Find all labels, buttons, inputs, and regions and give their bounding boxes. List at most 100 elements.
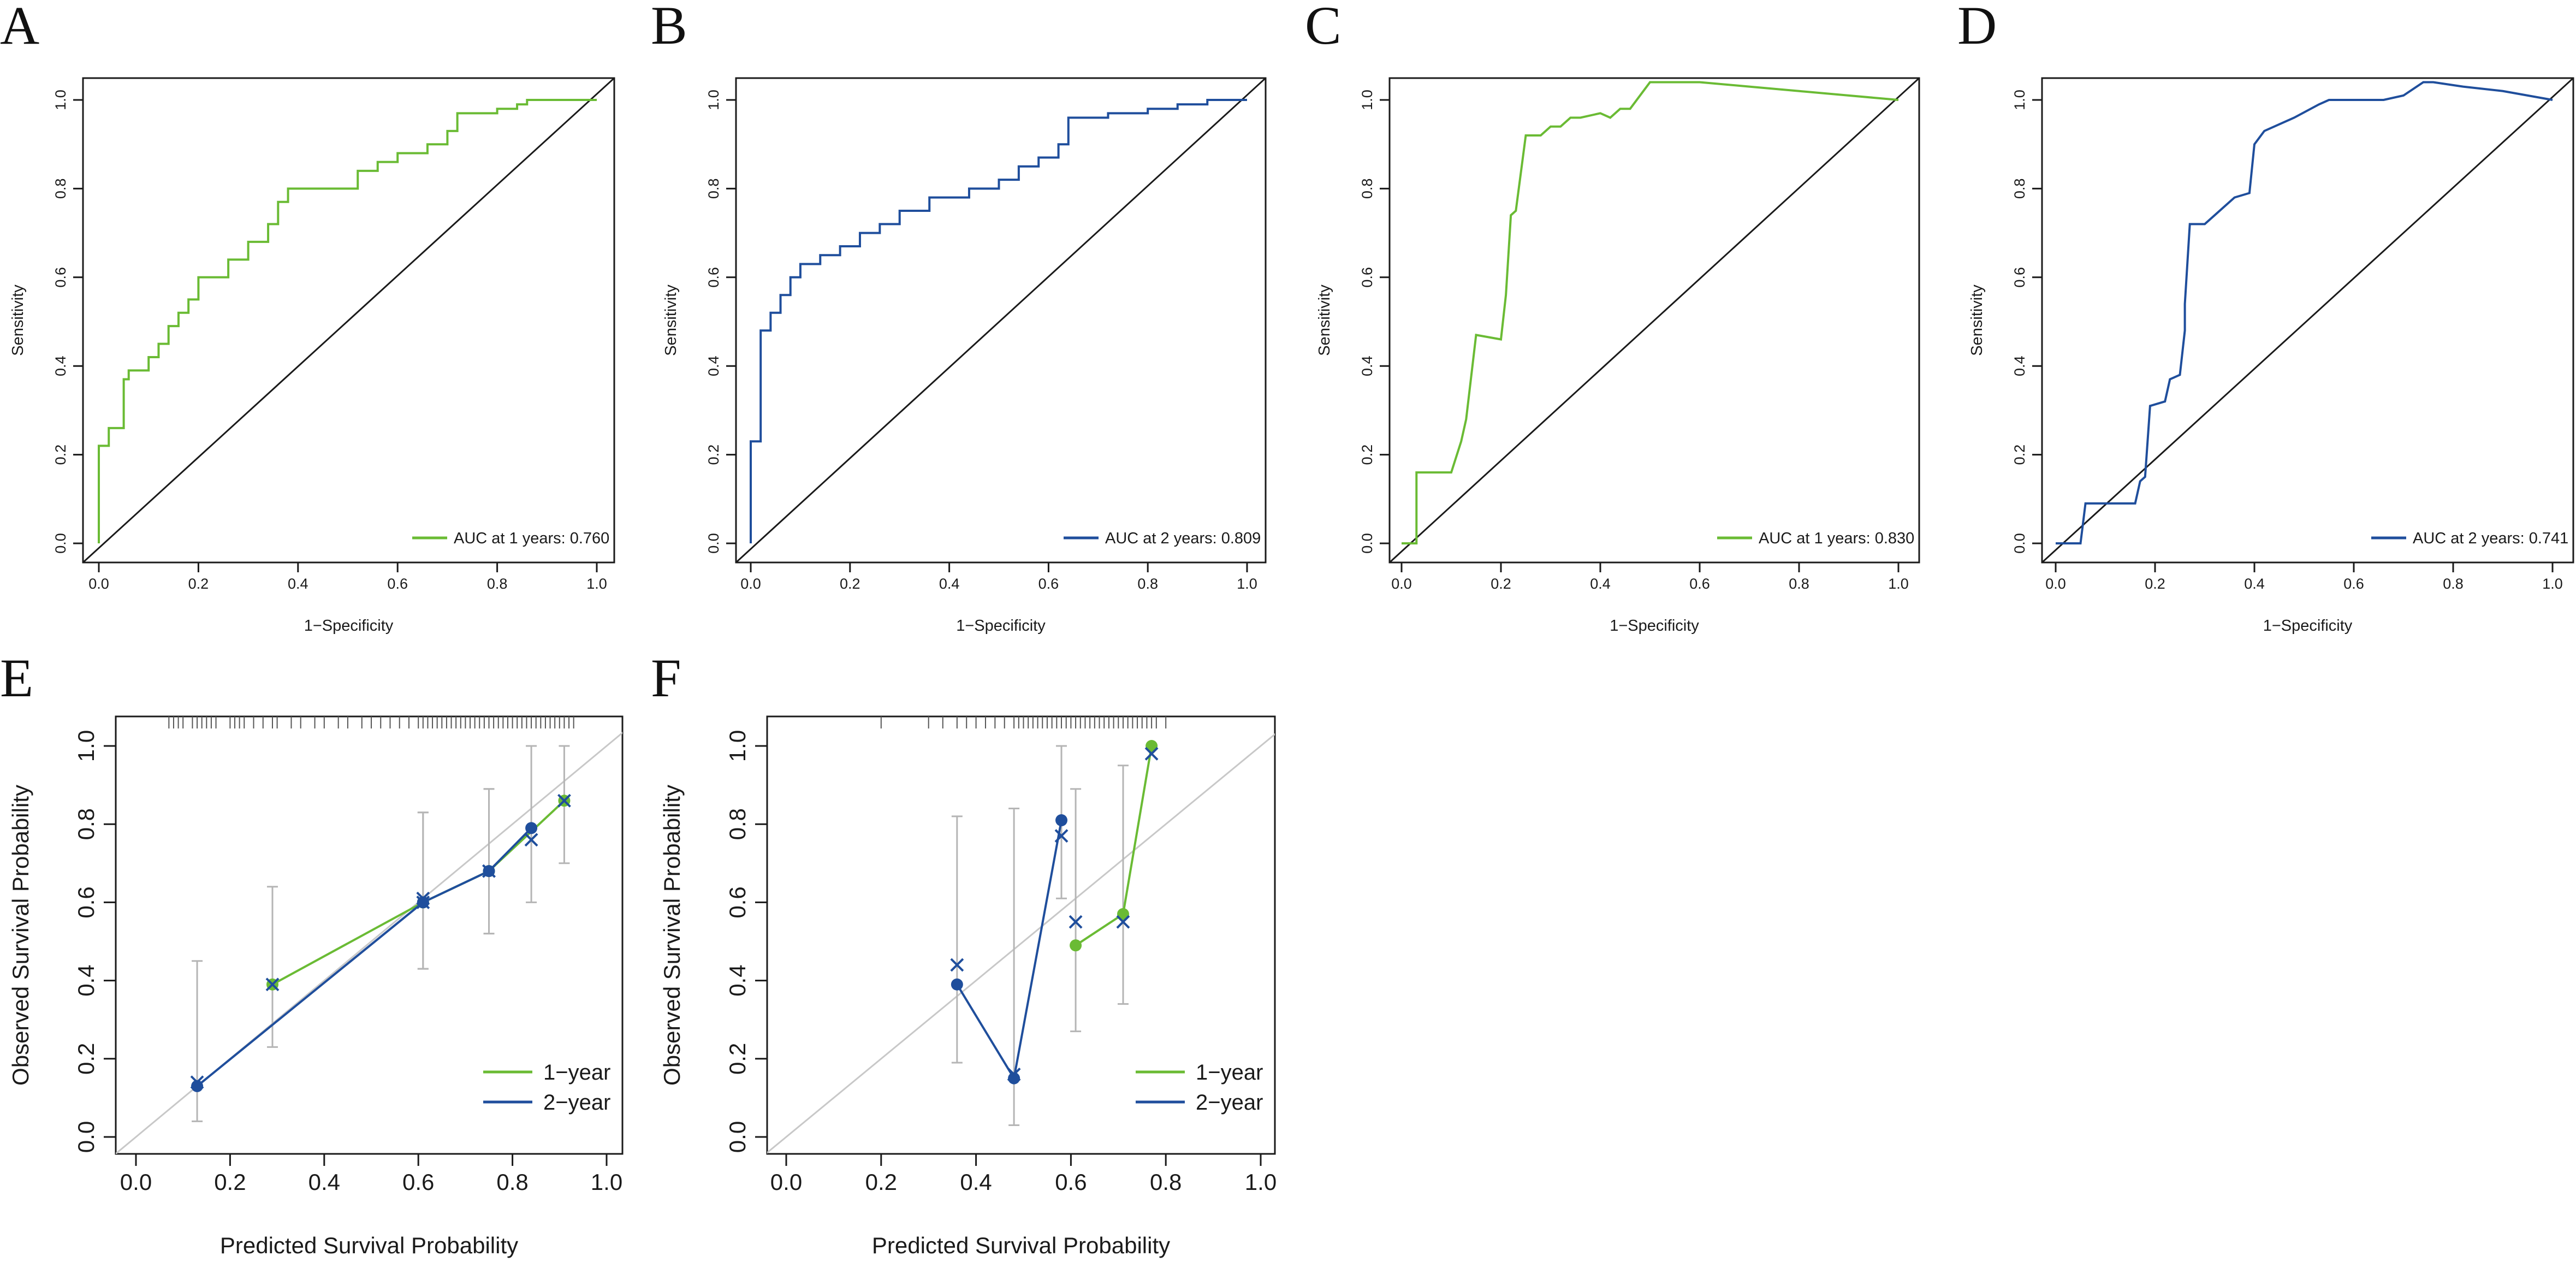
x-tick-label: 0.0 [770,1169,802,1195]
y-tick-label: 1.0 [705,90,722,110]
y-tick-label: 0.8 [705,179,722,199]
x-axis-label: 1−Specificity [1610,617,1699,635]
x-tick-label: 0.2 [2145,576,2165,592]
x-tick-label: 0.2 [1491,576,1511,592]
y-axis-label: Sensitivity [9,285,27,356]
panel-b: B 0.0 0.2 0.4 0.6 0.8 1.0 0.0 0.2 0.4 0.6 0.8 1.0 1−S… [651,0,1267,635]
reference-diagonal [2042,78,2573,562]
error-bar [192,960,203,1122]
calibration-cross [416,891,430,905]
y-tick-label: 0.4 [725,964,750,996]
cross-stroke [265,977,280,992]
x-axis-label: Predicted Survival Probability [220,1233,518,1258]
legend: AUC at 2 years: 0.809 [1055,522,1261,554]
x-tick-label: 1.0 [1237,576,1257,592]
y-tick-label: 0.4 [705,356,722,376]
cross-stroke [524,833,538,847]
cross-stroke [557,793,571,808]
panel-a: A 0.0 0.2 0.4 0.6 0.8 1.0 0.0 0.2 0.4 0.6 0.8 1.0 1−S… [0,0,615,635]
y-tick-label: 0.0 [1359,533,1375,554]
x-tick-label: 1.0 [1245,1169,1277,1195]
panel-f: F 0.0 0.2 0.4 0.6 0.8 1.0 0.0 0.2 0.4 0.6 0.8 1.0 Pre… [651,648,1277,1258]
x-tick-label: 0.0 [2045,576,2066,592]
calibration-point [1070,939,1082,952]
plot-area [83,78,614,562]
panel-d: D 0.0 0.2 0.4 0.6 0.8 1.0 0.0 0.2 0.4 0.6 0.8 1.0 1−S… [1957,0,2574,635]
panel-letter: D [1957,0,1997,56]
y-tick-label: 0.2 [52,445,69,465]
reference-diagonal [1390,78,1919,562]
y-tick-label: 1.0 [725,730,750,762]
y-tick-label: 0.0 [2011,533,2028,554]
x-tick-label: 1.0 [591,1169,622,1195]
calibration-point [191,1080,204,1092]
calibration-point [525,822,538,834]
calibration-point [1145,740,1158,752]
x-tick-label: 0.0 [740,576,761,592]
y-tick-label: 0.0 [725,1121,750,1153]
y-axis: 0.0 0.2 0.4 0.6 0.8 1.0 [2011,90,2043,554]
y-tick-label: 0.2 [1359,445,1375,465]
cross-stroke [1054,829,1069,843]
calibration-cross [482,864,496,878]
y-axis: 0.0 0.2 0.4 0.6 0.8 1.0 [1359,90,1391,554]
y-axis: 0.0 0.2 0.4 0.6 0.8 1.0 [725,730,768,1153]
x-tick-label: 0.6 [1038,576,1059,592]
y-tick-label: 0.0 [705,533,722,554]
error-bar [483,788,495,935]
panel-letter: B [651,0,687,56]
cross-stroke [1007,1068,1021,1081]
x-tick-label: 0.8 [1150,1169,1182,1195]
legend-label: 1−year [543,1060,610,1085]
calibration-cross [1144,746,1159,761]
error-bar [951,815,963,1064]
calibration-point [417,896,429,909]
reference-diagonal [767,733,1275,1154]
x-axis: 0.0 0.2 0.4 0.6 0.8 1.0 [1391,561,1909,592]
error-bar [1117,765,1129,1005]
x-tick-label: 0.8 [1137,576,1158,592]
legend: AUC at 1 years: 0.760 [403,522,609,554]
y-tick-label: 0.4 [73,964,99,996]
error-bar [417,811,429,970]
error-bar [1070,788,1082,1033]
x-tick-label: 0.6 [1689,576,1710,592]
y-tick-label: 0.6 [1359,267,1375,288]
legend-label: 1−year [1196,1060,1263,1085]
panel-letter: F [651,648,681,708]
x-tick-label: 0.6 [387,576,408,592]
legend-label: AUC at 2 years: 0.809 [1105,530,1261,547]
reference-diagonal [736,78,1266,562]
y-tick-label: 0.2 [73,1043,99,1075]
y-tick-label: 0.6 [725,886,750,918]
y-tick-label: 0.0 [73,1121,99,1153]
cross-stroke [950,958,964,972]
y-tick-label: 0.2 [2011,445,2028,465]
y-axis: 0.0 0.2 0.4 0.6 0.8 1.0 [73,730,117,1153]
y-tick-label: 0.4 [52,356,69,376]
x-tick-label: 0.4 [288,576,308,592]
y-tick-label: 1.0 [2011,90,2028,110]
calibration-cross [1054,829,1069,843]
plot-area [2042,78,2573,562]
x-tick-label: 0.4 [960,1169,992,1195]
legend: AUC at 2 years: 0.741 [2363,522,2568,554]
roc-curve [98,99,597,543]
x-axis-label: Predicted Survival Probability [872,1233,1170,1258]
x-axis: 0.0 0.2 0.4 0.6 0.8 1.0 [770,1153,1277,1195]
plot-area [1390,78,1919,562]
y-tick-label: 0.6 [2011,267,2028,288]
y-tick-label: 1.0 [73,730,99,762]
legend-label: AUC at 1 years: 0.760 [454,530,609,547]
y-axis-label: Observed Survival Probability [8,785,33,1086]
x-axis: 0.0 0.2 0.4 0.6 0.8 1.0 [88,561,607,592]
reference-diagonal [83,78,614,562]
roc-curve [750,99,1247,543]
x-tick-label: 0.8 [1789,576,1809,592]
x-tick-label: 1.0 [2542,576,2563,592]
rug [880,716,1167,728]
y-axis: 0.0 0.2 0.4 0.6 0.8 1.0 [52,90,84,554]
x-tick-label: 0.4 [939,576,960,592]
y-tick-label: 0.8 [73,808,99,840]
